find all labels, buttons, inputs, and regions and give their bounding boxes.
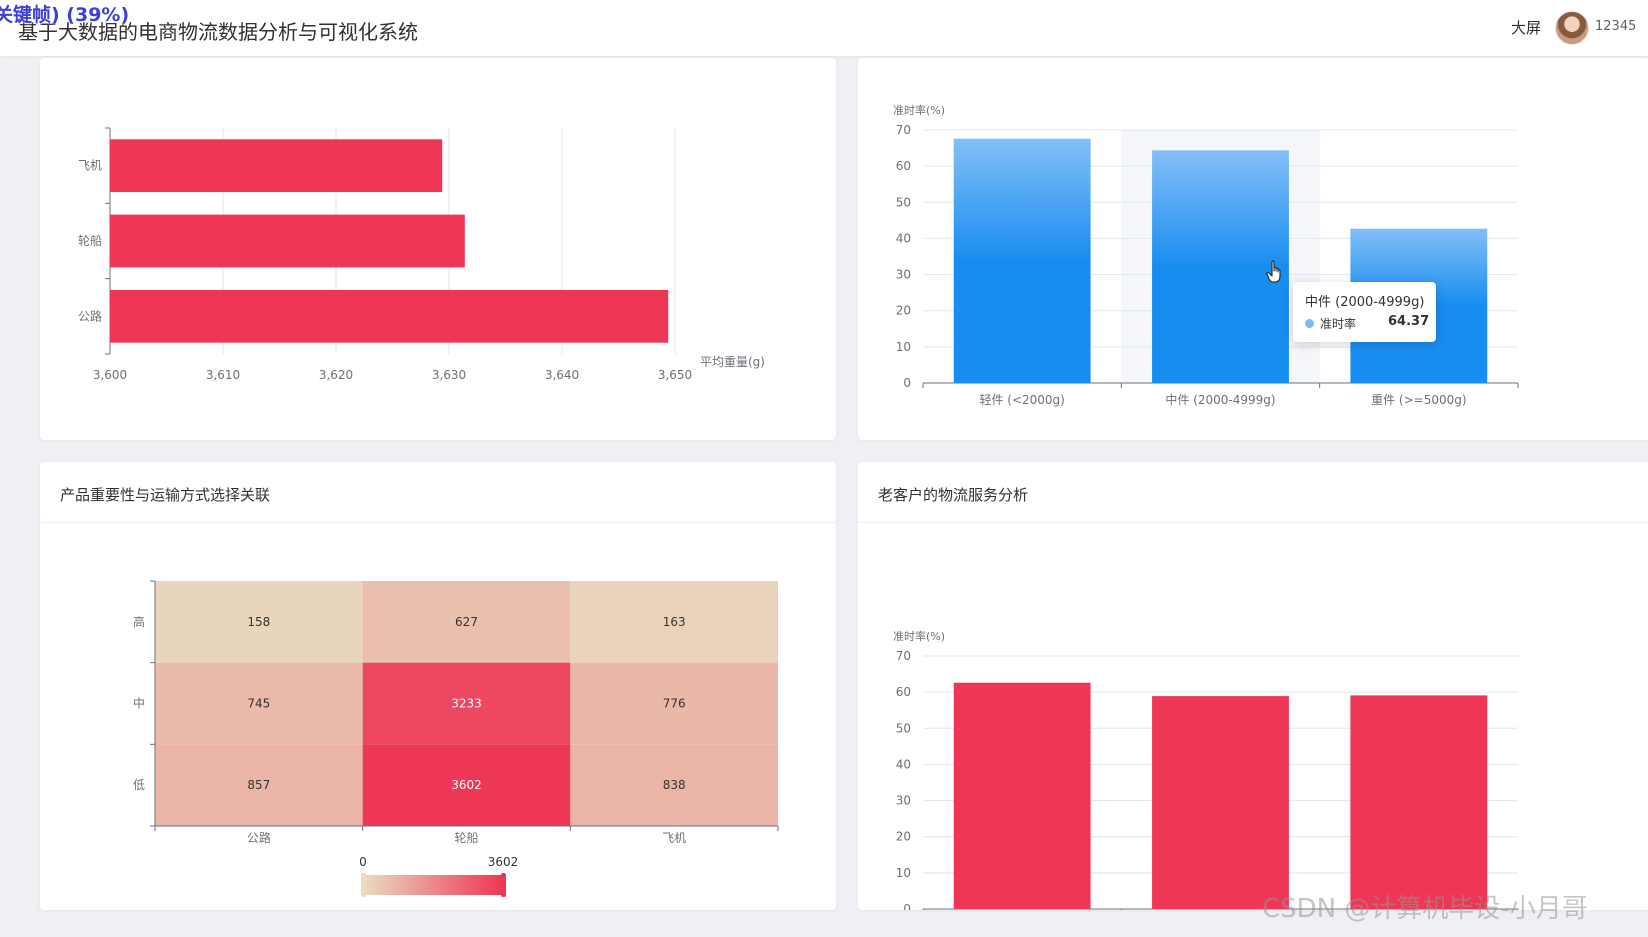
card-title: 产品重要性与运输方式选择关联 [60,486,271,504]
y-tick-label: 40 [896,757,911,771]
heatmap-cell [155,581,363,663]
visual-map-max-label: 3602 [488,855,519,869]
page-title: 基于大数据的电商物流数据分析与可视化系统 [18,20,418,44]
heatmap-cell [155,662,363,745]
y-tick-label: 70 [896,649,911,663]
x-tick-label: 3,600 [93,368,127,382]
watermark: CSDN @计算机毕设-小月哥 [1262,894,1588,924]
weight-ontime-bar-chart: 0 10 20 30 40 50 60 70 轻件 (<2000g) 中件 (2000-4999g… [893,103,1519,407]
y-tick-label: 50 [896,721,911,735]
bar [110,289,669,343]
y-axis-name: 准时率(%) [893,629,945,643]
x-category-label: 轻件 (<2000g) [979,393,1064,407]
bar [110,214,465,268]
heatmap-cell [570,581,778,663]
card-divider [858,522,1648,523]
visual-map-handle-max [501,873,506,897]
x-category-label: 中件 (2000-4999g) [1165,392,1275,407]
customer-ontime-bar-chart: 010203040506070新客户 (<=2次)老客户 (3-5次)忠实客户 … [893,629,1519,933]
y-tick-label: 30 [896,268,911,282]
bigscreen-link[interactable]: 大屏 [1511,19,1542,37]
x-category-label: 飞机 [662,831,686,845]
heatmap-value-label: 857 [247,778,270,792]
bar [110,139,443,193]
heatmap-value-label: 163 [663,615,686,629]
avg-weight-chart-card: 3,600 3,610 3,620 3,630 3,640 3,650 飞机轮船公路平均重量… [40,58,836,440]
x-tick-label: 3,640 [545,368,579,382]
bar [953,138,1091,383]
heatmap-value-label: 838 [663,778,686,792]
tooltip-series-name: 准时率 [1320,317,1357,331]
customer-service-card: 老客户的物流服务分析 010203040506070新客户 (<=2次)老客户 … [858,462,1648,933]
y-category-label: 中 [133,696,145,711]
heatmap-cell [570,662,778,745]
visual-map-bar [363,875,503,895]
tooltip-value: 64.37 [1388,314,1430,329]
y-tick-label: 20 [896,830,911,844]
heatmap-value-label: 776 [663,697,686,711]
hand-cursor-icon [1266,260,1281,283]
heatmap-value-label: 158 [247,615,270,629]
app-header: 基于大数据的电商物流数据分析与可视化系统 关键帧) (39%) 大屏 12345 [0,0,1648,56]
y-tick-label: 10 [896,340,911,354]
heatmap-value-label: 3233 [451,697,482,711]
y-category-label: 公路 [78,308,102,323]
bar [1152,150,1289,383]
y-category-label: 低 [133,778,145,792]
y-tick-label: 0 [903,902,911,910]
heatmap-cell [362,581,571,663]
weight-ontime-chart-card: 0 10 20 30 40 50 60 70 轻件 (<2000g) 中件 (2000-4999g… [858,58,1648,440]
tooltip-title: 中件 (2000-4999g) [1305,295,1425,310]
x-tick-label: 3,650 [658,368,692,382]
y-category-label: 飞机 [78,159,102,173]
x-axis-name: 平均重量(g) [700,355,765,369]
chart-plot-group: 010203040506070新客户 (<=2次)老客户 (3-5次)忠实客户 … [893,629,1519,933]
heatmap-cell [155,744,363,826]
y-axis-name: 准时率(%) [893,103,945,117]
visual-map-handle-min [361,873,366,897]
username[interactable]: 12345 [1595,19,1637,34]
heatmap-value-label: 3602 [451,778,482,792]
x-category-label: 轮船 [454,831,478,845]
bar [1152,696,1289,909]
y-tick-label: 70 [896,123,911,137]
y-category-label: 轮船 [78,234,102,248]
y-tick-label: 50 [896,195,911,209]
y-tick-label: 60 [896,159,911,173]
bar [1350,695,1488,909]
chart-tooltip: 中件 (2000-4999g) 准时率 64.37 [1293,282,1436,342]
importance-transport-card: 产品重要性与运输方式选择关联 158 627 163 745 3233 776 857 360… [40,462,836,910]
visual-map-min-label: 0 [359,855,367,869]
x-tick-label: 3,620 [319,368,353,382]
bar [953,682,1091,909]
y-tick-label: 60 [896,685,911,699]
y-tick-label: 30 [896,794,911,808]
y-tick-label: 10 [896,866,911,880]
card-title: 老客户的物流服务分析 [878,486,1029,504]
x-tick-label: 3,610 [206,368,240,382]
card-divider [40,522,836,523]
heatmap-cell [362,662,571,745]
avg-weight-bar-chart: 3,600 3,610 3,620 3,630 3,640 3,650 飞机轮船公路平均重量… [78,127,765,382]
y-tick-label: 0 [903,376,911,390]
y-tick-label: 40 [896,231,911,245]
heatmap-value-label: 745 [247,697,270,711]
progress-overlay-text: 关键帧) (39%) [0,4,130,26]
series-color-dot [1305,319,1314,328]
y-category-label: 高 [133,614,145,629]
y-tick-label: 20 [896,304,911,318]
x-category-label: 公路 [247,830,271,845]
heatmap-cell [362,744,571,826]
avatar[interactable] [1555,11,1589,45]
heatmap-cell [570,744,778,826]
x-category-label: 重件 (>=5000g) [1371,393,1466,407]
heatmap-value-label: 627 [455,615,478,629]
x-tick-label: 3,630 [432,368,466,382]
